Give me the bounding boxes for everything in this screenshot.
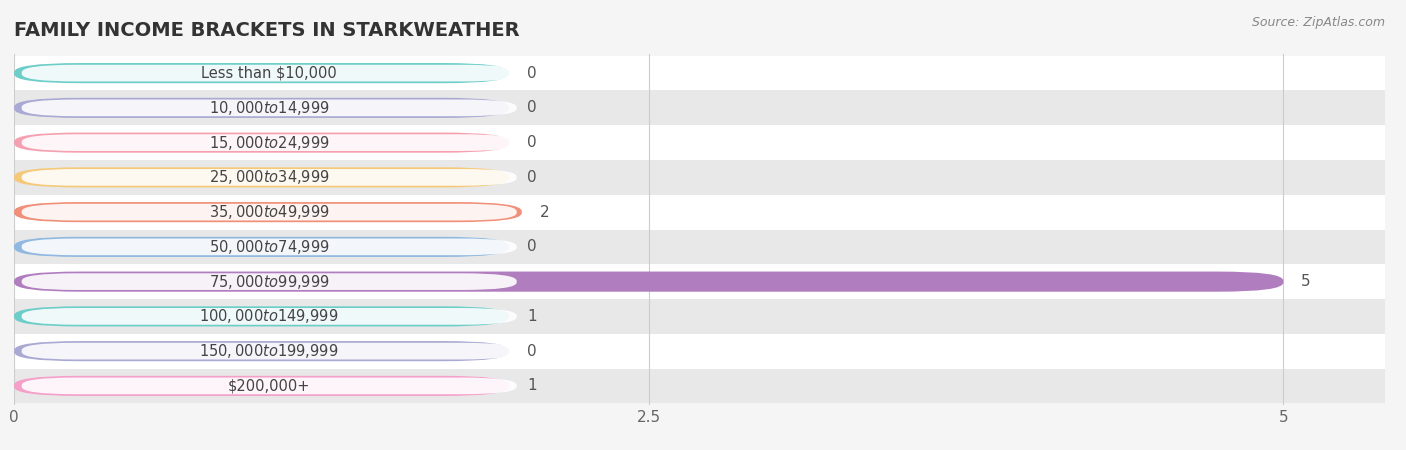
FancyBboxPatch shape <box>14 202 522 222</box>
Text: $200,000+: $200,000+ <box>228 378 311 393</box>
Text: 5: 5 <box>1301 274 1310 289</box>
Bar <box>0 56 1406 90</box>
FancyBboxPatch shape <box>14 271 1284 292</box>
Text: 0: 0 <box>527 135 537 150</box>
Text: $15,000 to $24,999: $15,000 to $24,999 <box>208 134 329 152</box>
FancyBboxPatch shape <box>14 98 509 118</box>
FancyBboxPatch shape <box>14 341 509 361</box>
Bar <box>0 90 1406 125</box>
Text: $35,000 to $49,999: $35,000 to $49,999 <box>208 203 329 221</box>
FancyBboxPatch shape <box>21 308 517 325</box>
Bar <box>0 369 1406 403</box>
Text: 0: 0 <box>527 170 537 185</box>
Bar <box>0 160 1406 195</box>
Bar <box>0 230 1406 264</box>
Bar <box>0 195 1406 230</box>
Bar <box>0 299 1406 334</box>
Text: 0: 0 <box>527 344 537 359</box>
FancyBboxPatch shape <box>21 238 517 255</box>
FancyBboxPatch shape <box>14 376 509 396</box>
Text: 0: 0 <box>527 66 537 81</box>
Text: 2: 2 <box>540 205 550 220</box>
FancyBboxPatch shape <box>14 306 509 326</box>
FancyBboxPatch shape <box>21 169 517 186</box>
Text: Source: ZipAtlas.com: Source: ZipAtlas.com <box>1251 16 1385 29</box>
Text: 0: 0 <box>527 100 537 115</box>
Text: $100,000 to $149,999: $100,000 to $149,999 <box>200 307 339 325</box>
FancyBboxPatch shape <box>21 204 517 220</box>
Text: FAMILY INCOME BRACKETS IN STARKWEATHER: FAMILY INCOME BRACKETS IN STARKWEATHER <box>14 21 520 40</box>
Text: $10,000 to $14,999: $10,000 to $14,999 <box>208 99 329 117</box>
FancyBboxPatch shape <box>21 273 517 290</box>
Text: $75,000 to $99,999: $75,000 to $99,999 <box>208 273 329 291</box>
FancyBboxPatch shape <box>21 343 517 360</box>
FancyBboxPatch shape <box>14 237 509 257</box>
FancyBboxPatch shape <box>14 167 509 188</box>
FancyBboxPatch shape <box>21 134 517 151</box>
Bar <box>0 264 1406 299</box>
Text: 1: 1 <box>527 378 537 393</box>
Text: 1: 1 <box>527 309 537 324</box>
Text: 0: 0 <box>527 239 537 254</box>
FancyBboxPatch shape <box>21 99 517 116</box>
Text: Less than $10,000: Less than $10,000 <box>201 66 337 81</box>
Bar <box>0 125 1406 160</box>
Text: $150,000 to $199,999: $150,000 to $199,999 <box>200 342 339 360</box>
FancyBboxPatch shape <box>14 133 509 153</box>
FancyBboxPatch shape <box>14 63 509 83</box>
Text: $25,000 to $34,999: $25,000 to $34,999 <box>208 168 329 186</box>
Text: $50,000 to $74,999: $50,000 to $74,999 <box>208 238 329 256</box>
Bar <box>0 334 1406 369</box>
FancyBboxPatch shape <box>21 378 517 394</box>
FancyBboxPatch shape <box>21 65 517 81</box>
